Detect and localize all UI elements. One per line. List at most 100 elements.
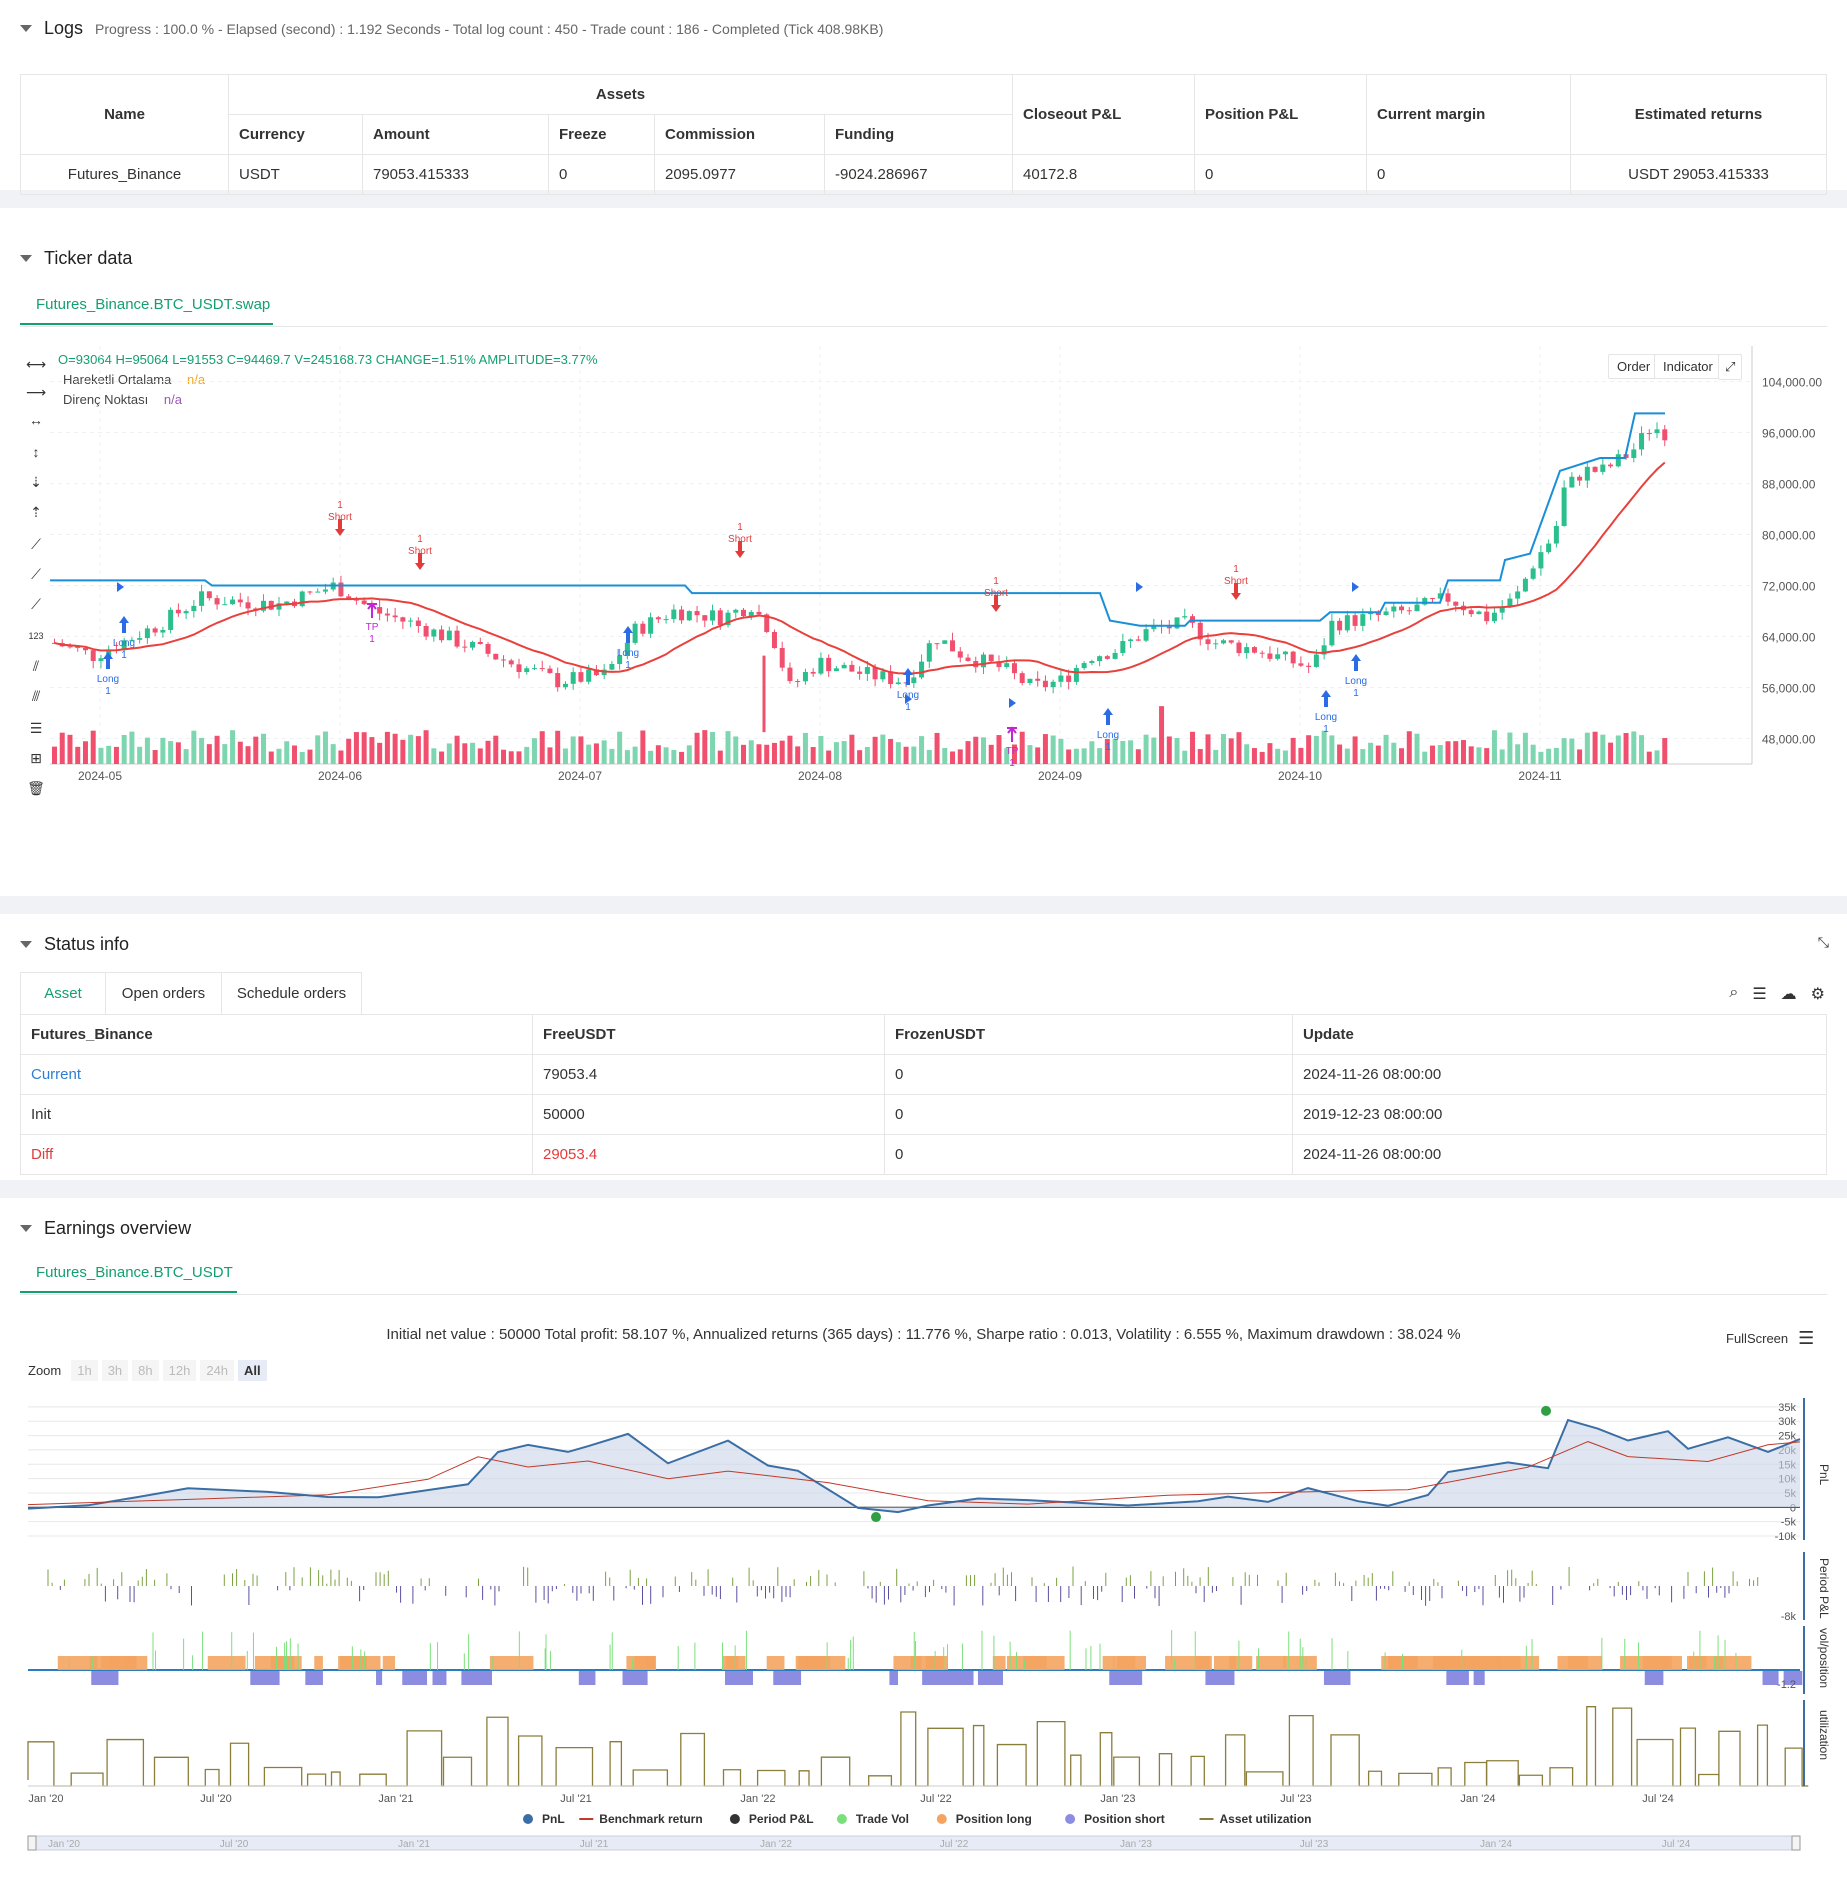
candle-body [168, 609, 174, 630]
volume-bar [1608, 742, 1614, 764]
volume-bar [222, 744, 228, 764]
parallel-channel-icon[interactable]: ⫽ [32, 657, 40, 674]
candle-body [1399, 606, 1405, 611]
volume-bar [1360, 749, 1366, 764]
volume-bar [1499, 749, 1505, 764]
candle-body [446, 630, 452, 641]
candle-body [276, 603, 282, 610]
trend-line-icon[interactable]: ⟋ [31, 535, 41, 552]
col-name: Name [20, 74, 229, 155]
collapse-caret-icon[interactable] [20, 1225, 32, 1232]
volume-bar [508, 751, 514, 764]
collapse-caret-icon[interactable] [20, 255, 32, 262]
candle-body [795, 681, 801, 683]
search-icon[interactable]: ⌕ [1729, 984, 1739, 1001]
price-chart[interactable]: 104,000.00 96,000.00 88,000.00 80,000.00 72,… [0, 336, 1847, 896]
moving-average-line [54, 461, 1666, 675]
tab-asset[interactable]: Asset [20, 972, 106, 1015]
candle-body [1507, 598, 1513, 608]
tab-ticker-symbol[interactable]: Futures_Binance.BTC_USDT.swap [20, 286, 273, 325]
horizontal-line-icon[interactable]: ⟷ [25, 355, 47, 372]
candle-body [717, 610, 723, 626]
candle-body [1081, 663, 1087, 669]
long-arrow-icon [623, 626, 633, 643]
candle-body [268, 600, 274, 610]
vertical-ray-icon[interactable]: ⇡ [30, 503, 42, 520]
expand-icon[interactable]: ⤢ [1718, 354, 1743, 380]
list-icon[interactable]: ☰ [1752, 986, 1767, 1003]
vertical-segment-icon[interactable]: ⇣ [30, 473, 42, 490]
tab-schedule-orders[interactable]: Schedule orders [222, 972, 362, 1015]
volume-bar [1066, 749, 1072, 764]
volume-bar [988, 744, 994, 764]
volume-bar [485, 740, 491, 764]
volume-bar [1073, 748, 1079, 764]
collapse-caret-icon[interactable] [20, 25, 32, 32]
volume-bar [1197, 749, 1203, 764]
volume-bar [617, 731, 623, 764]
order-button[interactable]: Order [1608, 354, 1660, 379]
ray-line-icon[interactable]: ⟋ [31, 565, 41, 582]
zoom-all-button[interactable]: All [238, 1360, 267, 1381]
position-short-bar [633, 1671, 648, 1685]
measure-icon[interactable]: ⊞ [30, 749, 42, 766]
position-short-bar [432, 1671, 447, 1685]
candle-body [353, 599, 359, 601]
legend-item-label: Period P&L [749, 1812, 814, 1826]
y-tick-label: 104,000.00 [1762, 376, 1822, 390]
zoom-24h-button[interactable]: 24h [200, 1360, 235, 1381]
cell-free: 79053.4 [532, 1054, 885, 1095]
collapse-icon[interactable]: ⤡ [1817, 934, 1829, 950]
segment-line-icon[interactable]: ⟋ [31, 595, 41, 612]
trash-icon[interactable]: 🗑 [27, 779, 45, 796]
row-current-label[interactable]: Current [20, 1054, 533, 1095]
candle-body [1553, 525, 1559, 544]
volume-bar [1244, 744, 1250, 764]
volume-bar [1460, 740, 1466, 764]
zoom-12h-button[interactable]: 12h [162, 1360, 197, 1381]
vol-axis-label: vol/position [1817, 1628, 1831, 1688]
candle-body [1205, 639, 1211, 645]
volume-bar [284, 741, 290, 764]
col-exchange: Futures_Binance [20, 1014, 533, 1055]
extended-line-icon[interactable]: ↔ [29, 412, 43, 428]
vertical-line-icon[interactable]: ↕ [32, 444, 40, 460]
logs-header[interactable]: Logs Progress : 100.0 % - Elapsed (secon… [20, 18, 883, 39]
tab-earnings-symbol[interactable]: Futures_Binance.BTC_USDT [20, 1254, 237, 1293]
fullscreen-button[interactable]: FullScreen ☰ [1726, 1328, 1814, 1349]
price-label-icon[interactable]: 123 [28, 631, 44, 641]
long-count: 1 [1105, 742, 1111, 753]
candle-body [1089, 661, 1095, 664]
navigator-right-handle [1791, 1835, 1801, 1851]
gear-icon[interactable]: ⚙ [1810, 986, 1825, 1003]
zoom-1h-button[interactable]: 1h [71, 1360, 98, 1381]
earnings-header[interactable]: Earnings overview [20, 1218, 191, 1239]
volume-bar [710, 731, 716, 764]
horizontal-ray-icon[interactable]: ⟶ [25, 383, 47, 400]
volume-bar [562, 748, 568, 764]
table-row: Current 79053.4 0 2024-11-26 08:00:00 [20, 1054, 1827, 1095]
volume-bar [1414, 733, 1420, 764]
menu-icon[interactable]: ☰ [1798, 1328, 1815, 1348]
volume-bar [152, 750, 158, 764]
fib-retracement-icon[interactable]: ☰ [29, 719, 43, 736]
volume-bar [1050, 735, 1056, 764]
candle-body [1267, 653, 1273, 659]
zoom-8h-button[interactable]: 8h [132, 1360, 159, 1381]
resistance-line [50, 412, 1665, 627]
candle-body [516, 664, 522, 673]
candle-body [137, 638, 143, 640]
ticker-header[interactable]: Ticker data [20, 248, 132, 269]
volume-bar [1631, 731, 1637, 764]
indicator-button[interactable]: Indicator [1654, 354, 1722, 379]
status-header[interactable]: Status info [20, 934, 129, 955]
collapse-caret-icon[interactable] [20, 941, 32, 948]
cloud-download-icon[interactable]: ☁ [1780, 986, 1797, 1003]
earnings-chart[interactable]: 35k30k25k20k15k10k5k0-5k-10kPnL-8kPeriod… [0, 1394, 1847, 1874]
zoom-3h-button[interactable]: 3h [101, 1360, 129, 1381]
candle-body [609, 663, 615, 670]
volume-bar [392, 733, 398, 764]
tab-open-orders[interactable]: Open orders [106, 972, 222, 1015]
candle-body [841, 664, 847, 669]
fib-channel-icon[interactable]: ⫻ [31, 687, 41, 704]
